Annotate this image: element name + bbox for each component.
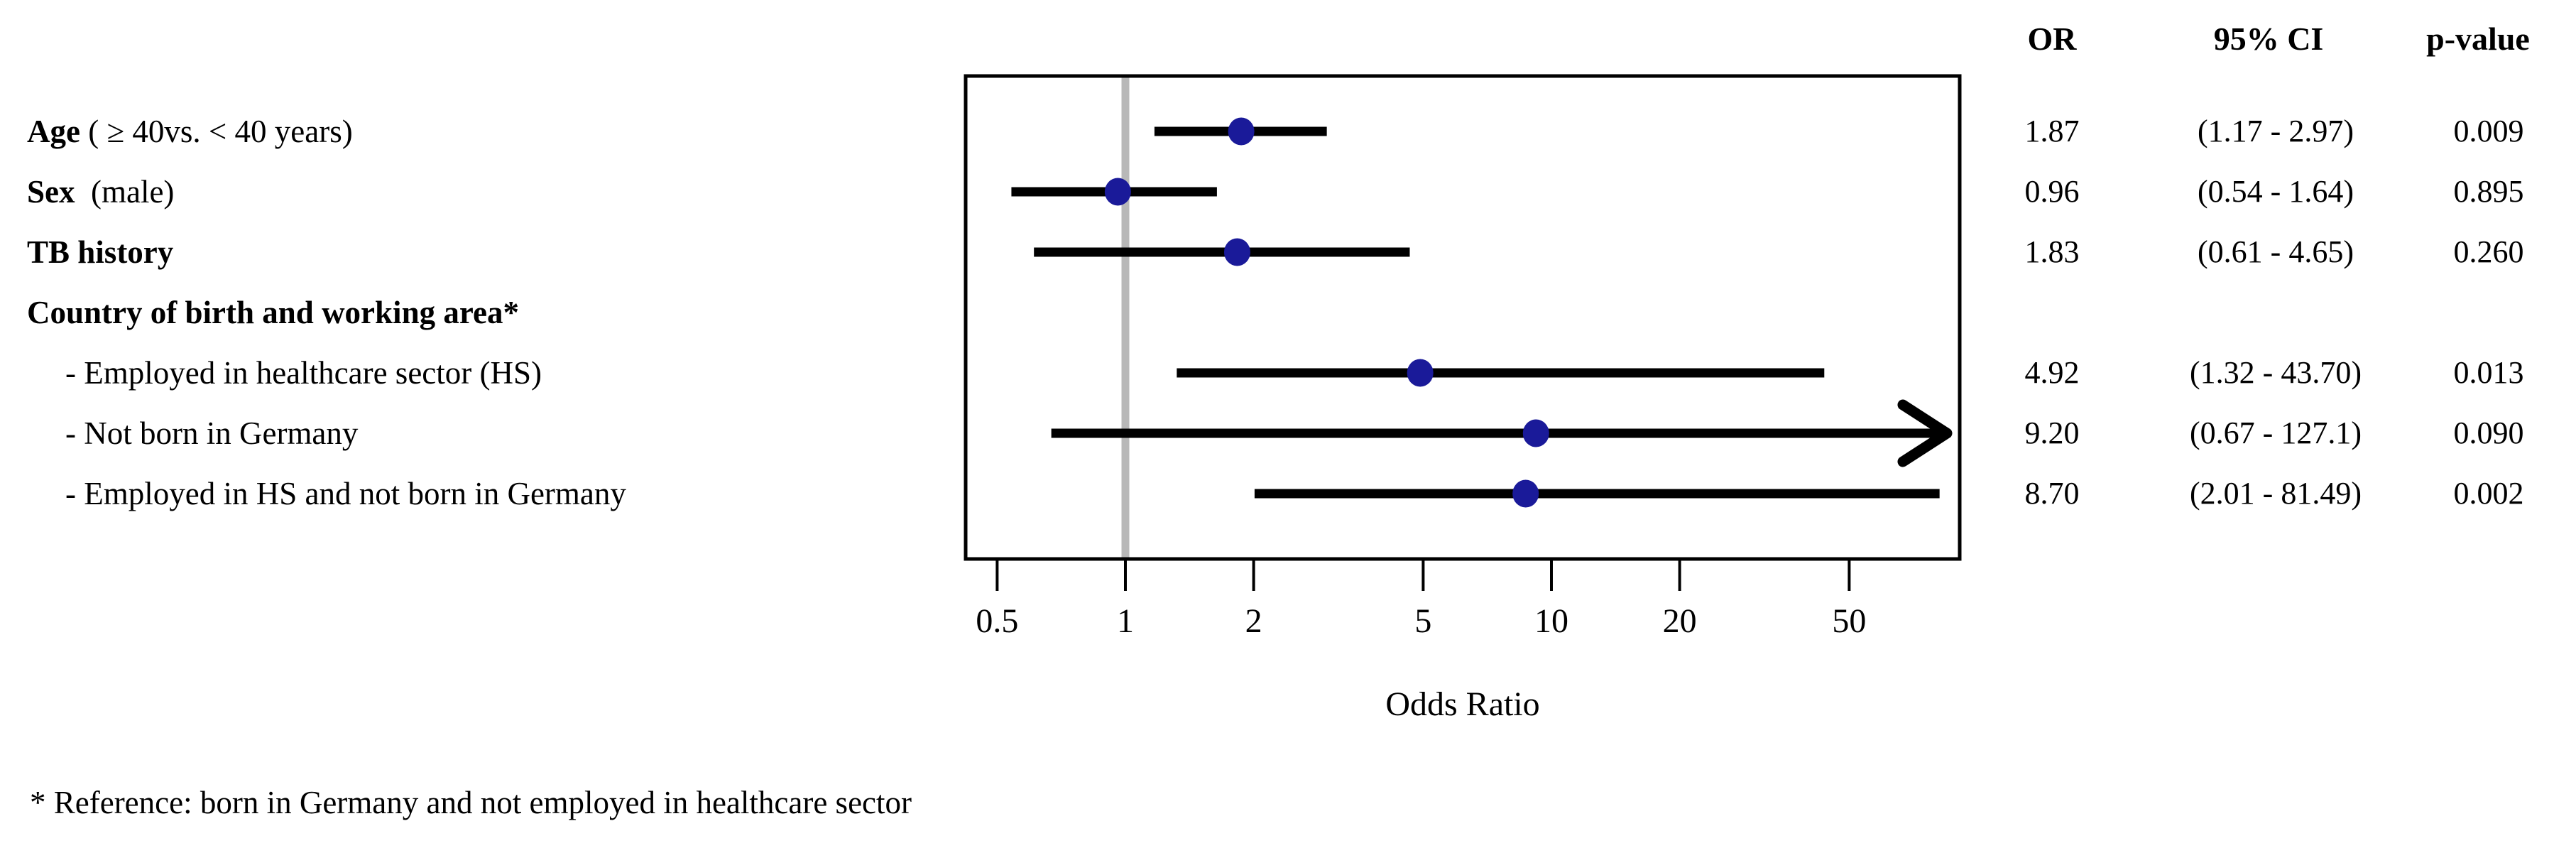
row-label-bold: Sex: [27, 174, 75, 210]
row-label: TB history: [27, 229, 173, 275]
row-label-rest: - Not born in Germany: [65, 415, 359, 451]
row-label-rest: - Employed in HS and not born in Germany: [65, 476, 626, 511]
p-value: 0.002: [2453, 476, 2524, 511]
row-label-rest: ( ≥ 40vs. < 40 years): [80, 114, 353, 149]
row-label-rest: (male): [75, 174, 175, 210]
or-marker: [1522, 419, 1549, 447]
row-label-rest: - Employed in healthcare sector (HS): [65, 355, 542, 391]
x-axis-title: Odds Ratio: [1385, 685, 1540, 723]
row-group-label: Country of birth and working area*: [27, 290, 519, 335]
or-marker: [1223, 238, 1250, 266]
x-axis-tick-label: 1: [1117, 602, 1134, 640]
plot-box: [964, 74, 1962, 561]
ci-value: (0.61 - 4.65): [2198, 234, 2354, 269]
col-header-pvalue: p-value: [2426, 21, 2530, 57]
x-axis-tick-label: 2: [1245, 602, 1262, 640]
row-label-bold: TB history: [27, 234, 174, 270]
or-value: 1.83: [2024, 234, 2080, 269]
col-header-or: OR: [2027, 21, 2077, 57]
or-value: 9.20: [2024, 415, 2080, 450]
col-header-ci: 95% CI: [2213, 21, 2324, 57]
or-marker: [1228, 117, 1255, 146]
row-label: - Not born in Germany: [65, 411, 358, 456]
row-label-bold: Age: [27, 114, 80, 149]
row-label-bold: Country of birth and working area*: [27, 295, 519, 330]
or-marker: [1512, 479, 1539, 508]
row-label: Sex (male): [27, 169, 174, 214]
ci-value: (1.17 - 2.97): [2198, 114, 2354, 148]
or-marker: [1104, 178, 1131, 206]
ci-value: (1.32 - 43.70): [2190, 355, 2362, 390]
p-value: 0.090: [2453, 415, 2524, 450]
p-value: 0.260: [2453, 234, 2524, 269]
or-value: 0.96: [2024, 174, 2080, 209]
arrowhead: [1897, 399, 1953, 467]
x-axis-tick-label: 50: [1832, 602, 1867, 640]
p-value: 0.895: [2453, 174, 2524, 209]
row-label: - Employed in HS and not born in Germany: [65, 471, 626, 516]
or-marker: [1407, 359, 1434, 387]
p-value: 0.009: [2453, 114, 2524, 148]
p-value: 0.013: [2453, 355, 2524, 390]
x-axis-tick-label: 20: [1662, 602, 1697, 640]
row-label: - Employed in healthcare sector (HS): [65, 350, 542, 396]
ci-value: (0.54 - 1.64): [2198, 174, 2354, 209]
x-axis-tick-label: 5: [1414, 602, 1432, 640]
ci-value: (2.01 - 81.49): [2190, 476, 2362, 511]
or-value: 4.92: [2024, 355, 2080, 390]
footnote: * Reference: born in Germany and not emp…: [30, 785, 912, 820]
or-value: 8.70: [2024, 476, 2080, 511]
or-value: 1.87: [2024, 114, 2080, 148]
ci-value: (0.67 - 127.1): [2190, 415, 2362, 450]
x-axis-tick-label: 10: [1534, 602, 1568, 640]
x-axis-tick-label: 0.5: [976, 602, 1019, 640]
row-label: Age ( ≥ 40vs. < 40 years): [27, 109, 353, 154]
